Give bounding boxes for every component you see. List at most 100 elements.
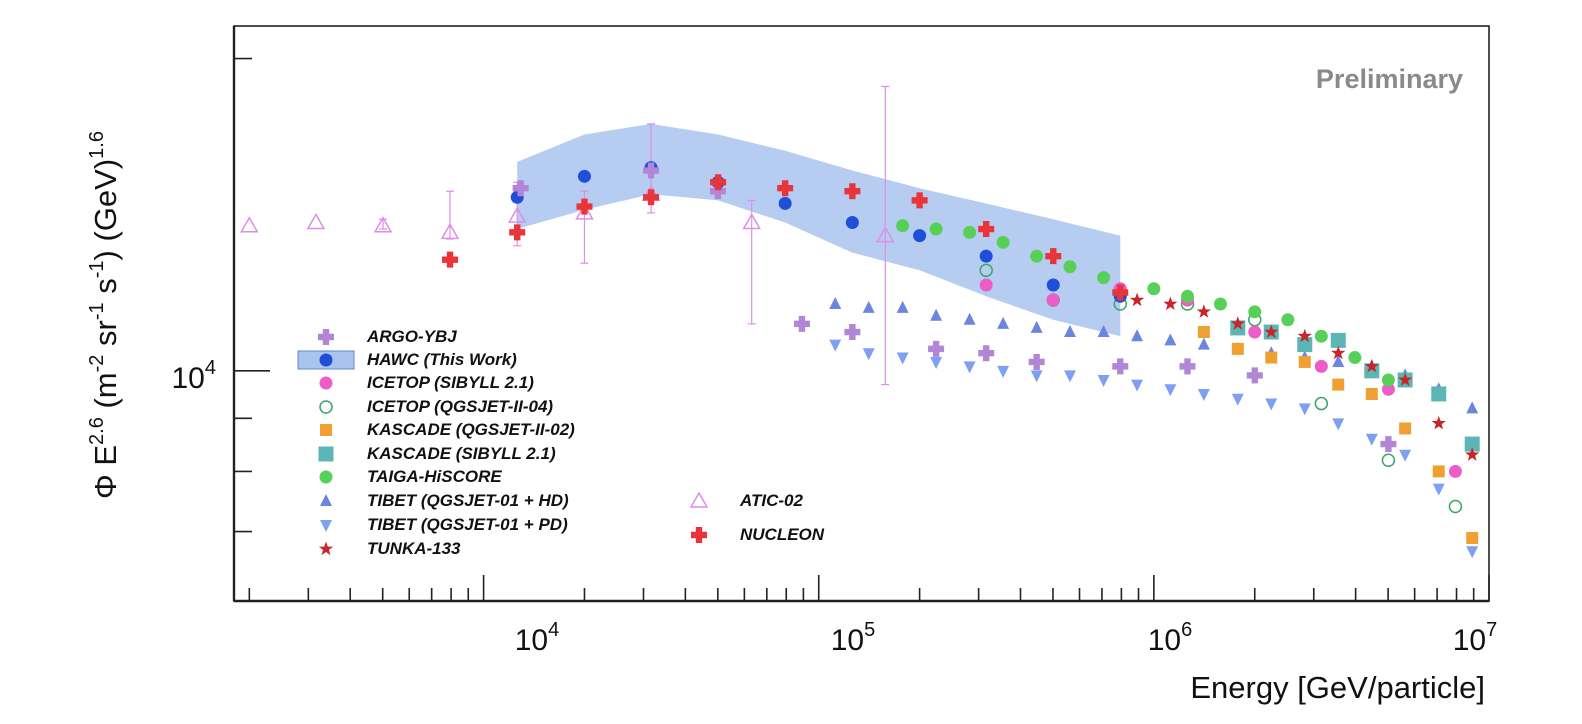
legend-symbol-kascade-sibyll (318, 446, 334, 462)
tibet-qgsjet-01-pd-point (1466, 546, 1479, 559)
nucleon-point (710, 174, 727, 191)
x-tick-label-1e4: 104 (515, 619, 560, 657)
nucleon-point (576, 198, 593, 215)
icetop-sibyll-2-1-point (1381, 382, 1395, 396)
legend-symbol-hawc (297, 350, 355, 370)
argo-ybj-point (844, 324, 861, 341)
data-points (240, 161, 1480, 559)
tunka-133-point (1331, 345, 1346, 360)
preliminary-annotation: Preliminary (1316, 64, 1463, 94)
nucleon-point (1045, 248, 1062, 265)
atic-02-point (306, 212, 326, 230)
nucleon-series (442, 174, 1129, 301)
legend-symbol-icetop-sibyll (319, 376, 333, 390)
icetop-qgsjet-ii-04-point (1381, 453, 1396, 468)
legend-label-nucleon: NUCLEON (740, 525, 825, 544)
legend-marker (320, 424, 332, 436)
taiga-hiscore-point (1348, 351, 1362, 365)
legend-label-taiga-hiscore: TAIGA-HiSCORE (367, 467, 502, 486)
argo-ybj-point (643, 162, 660, 179)
tibet-qgsjet-01-pd-point (1063, 370, 1076, 383)
icetop-qgsjet-ii-04-point (979, 263, 993, 278)
tibet-qgsjet-01-pd-point (997, 365, 1010, 378)
nucleon-point (777, 180, 794, 197)
argo-ybj-point (1246, 367, 1263, 384)
atic-02-point (240, 216, 259, 233)
taiga-hiscore-point (1181, 289, 1195, 303)
taiga-hiscore-point (1281, 313, 1295, 327)
taiga-hiscore-point (1314, 329, 1328, 343)
taiga-hiscore-point (1248, 305, 1262, 319)
hawc-this-work-point (1046, 278, 1060, 292)
argo-ybj-point (1179, 358, 1196, 375)
tibet-qgsjet-01-pd-point (1030, 370, 1043, 383)
tibet-qgsjet-01-hd-point (930, 308, 943, 321)
tibet-qgsjet-01-hd-point (1332, 354, 1345, 367)
y-axis-title: Φ E2.6 (m-2 sr-1 s-1) (GeV)1.6 (86, 131, 123, 499)
tibet-qgsjet-01-pd-point (1399, 449, 1412, 462)
legend-symbol-tibet-hd (320, 494, 332, 506)
legend: ARGO-YBJ HAWC (This Work) ICETOP (SIBYLL… (297, 327, 825, 558)
legend-marker (689, 491, 709, 508)
tunka-133-point (1129, 292, 1145, 307)
hawc-band (517, 123, 1121, 337)
x-tick-label-1e7: 107 (1453, 619, 1498, 657)
nucleon-point (442, 251, 459, 268)
legend-label-icetop-qgsjet: ICETOP (QGSJET-II-04) (367, 397, 553, 416)
legend-marker (319, 470, 333, 484)
taiga-hiscore-point (1097, 271, 1111, 285)
nucleon-point (643, 189, 660, 206)
tibet-qgsjet-01-pd-point (896, 352, 909, 365)
tibet-qgsjet-01-hd-point (1131, 329, 1144, 342)
tibet-qgsjet-01-pd-point (1131, 379, 1144, 392)
tibet-qgsjet-01-pd-point (829, 339, 842, 352)
tibet-qgsjet-01-hd-point (1164, 333, 1177, 346)
hawc-this-work-point (979, 249, 993, 263)
tibet-qgsjet-01-hd-point (1030, 320, 1043, 333)
tibet-qgsjet-01-pd-point (862, 348, 875, 361)
tibet-qgsjet-01-pd-point (1365, 433, 1378, 446)
tunka-133-series (1129, 292, 1480, 461)
taiga-hiscore-point (896, 219, 910, 233)
taiga-hiscore-point (1030, 249, 1044, 263)
hawc-this-work-point (778, 196, 792, 210)
tunka-133-point (1431, 415, 1446, 430)
tibet-qgsjet-01-hd-point (829, 296, 842, 309)
legend-symbol-atic-02 (689, 491, 709, 508)
axes (232, 25, 1490, 603)
atic-02-series (240, 184, 895, 243)
icetop-sibyll-2-1-point (1046, 293, 1060, 307)
atic-02-point (373, 216, 393, 233)
icetop-sibyll-2-1-point (1314, 359, 1328, 373)
legend-symbol-kascade-qgsjet (320, 424, 332, 436)
tibet-qgsjet-01-hd-point (862, 300, 875, 313)
argo-ybj-point (793, 315, 810, 332)
argo-ybj-point (709, 183, 726, 200)
hawc-this-work-point (577, 169, 591, 183)
kascade-qgsjet-ii-02-point (1365, 387, 1378, 400)
tunka-133-point (1230, 316, 1245, 330)
kascade-qgsjet-ii-02-point (1298, 355, 1311, 368)
x-axis-title: Energy [GeV/particle] (1190, 670, 1485, 705)
taiga-hiscore-point (963, 225, 977, 239)
tibet-qgsjet-01-pd-point (1332, 418, 1345, 431)
taiga-hiscore-point (1147, 282, 1161, 296)
kascade-qgsjet-ii-02-point (1231, 342, 1244, 355)
taiga-hiscore-point (996, 235, 1010, 249)
nucleon-point (1112, 284, 1129, 301)
taiga-hiscore-point (1381, 373, 1395, 387)
legend-marker (320, 494, 332, 506)
legend-marker (318, 329, 334, 345)
nucleon-point (911, 192, 928, 209)
kascade-sibyll-2-1-point (1297, 337, 1313, 353)
legend-symbol-argo-ybj (318, 329, 334, 345)
kascade-sibyll-2-1-point (1364, 363, 1380, 379)
atic-02-point (876, 226, 895, 243)
tibet-qgsjet-01-hd-point (1466, 401, 1479, 414)
atic-02-point (742, 212, 761, 230)
tibet-qgsjet-01-hd-series (829, 296, 1479, 414)
tibet-qgsjet-01-pd-series (829, 339, 1479, 559)
tunka-133-point (1364, 358, 1379, 373)
legend-label-argo-ybj: ARGO-YBJ (366, 327, 457, 346)
